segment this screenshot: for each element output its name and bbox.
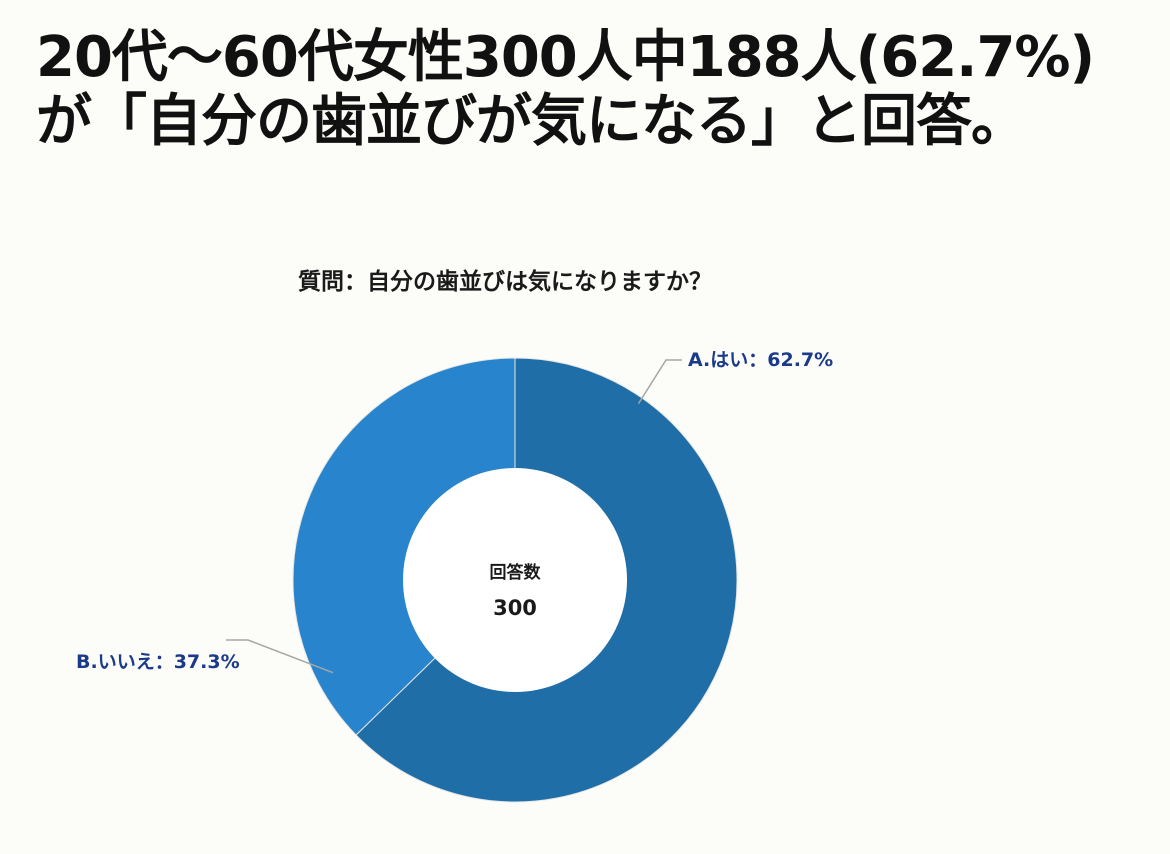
headline-line-1: 20代〜60代女性300人中188人(62.7%) [36, 25, 1095, 90]
slice-no [292, 357, 516, 736]
headline: 20代〜60代女性300人中188人(62.7%) が「自分の歯並びが気になる」… [36, 26, 1146, 154]
slice-labels: A.はい：62.7% B.いいえ：37.3% [76, 349, 833, 673]
leader-line [637, 359, 682, 405]
slice-label: A.はい：62.7% [688, 349, 833, 371]
leader-line [226, 639, 334, 674]
center-label: 回答数 [490, 562, 542, 583]
leader-lines [226, 359, 682, 674]
headline-line-2: が「自分の歯並びが気になる」と回答。 [36, 89, 1027, 154]
donut-hole [403, 468, 627, 692]
chart-title: 質問：自分の歯並びは気になりますか？ [298, 269, 712, 295]
slice-label: B.いいえ：37.3% [76, 651, 240, 673]
center-value: 300 [493, 596, 537, 620]
